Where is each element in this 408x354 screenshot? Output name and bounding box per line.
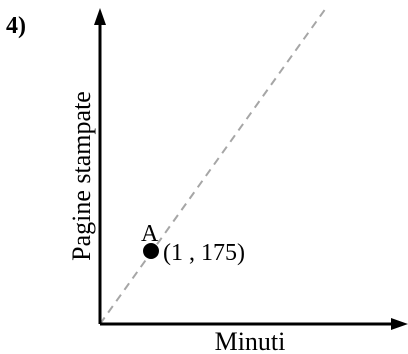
x-axis-arrowhead — [391, 318, 408, 330]
point-a — [143, 243, 159, 259]
y-axis-label: Pagine stampate — [67, 91, 96, 261]
point-a-coordinates: (1 , 175) — [163, 240, 245, 266]
x-axis-label: Minuti — [215, 327, 286, 354]
problem-number: 4) — [6, 13, 26, 39]
dashed-line — [99, 7, 327, 325]
y-axis-arrowhead — [94, 8, 106, 25]
point-a-label: A — [141, 221, 159, 247]
